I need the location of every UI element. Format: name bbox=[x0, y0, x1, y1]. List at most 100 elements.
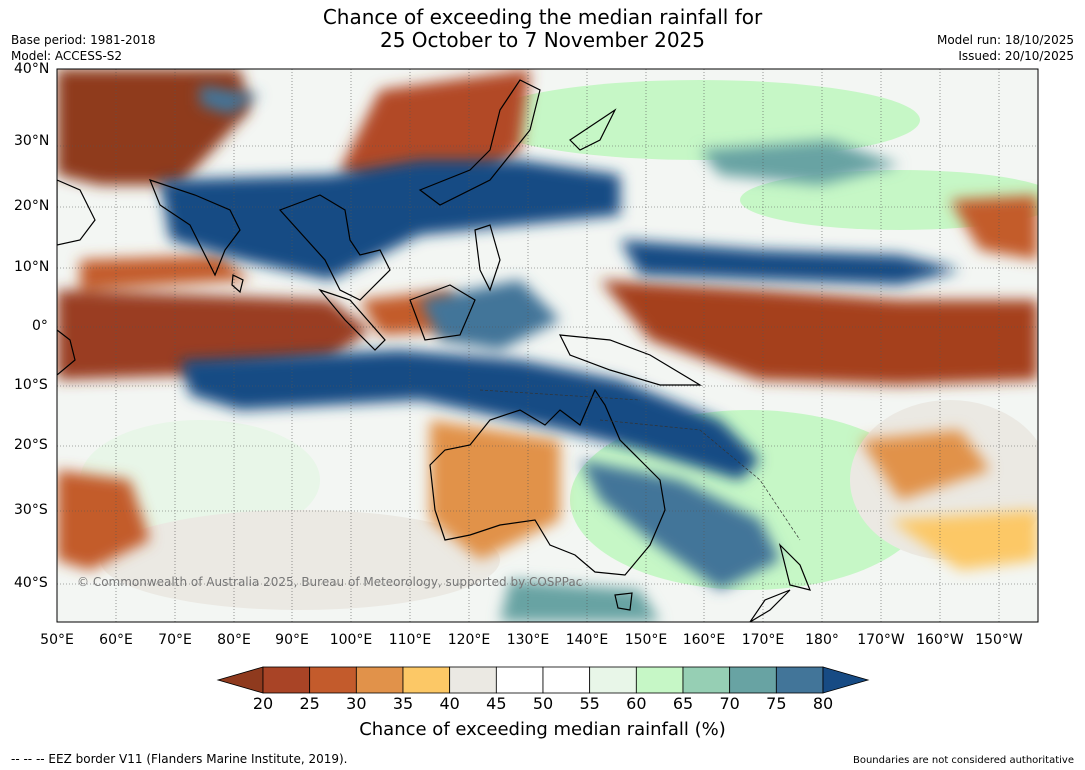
lon-label: 160°W bbox=[916, 632, 964, 648]
dry-region bbox=[57, 470, 150, 570]
colorbar-segment bbox=[729, 666, 777, 694]
lon-label: 90°E bbox=[275, 632, 309, 648]
india-coastline bbox=[148, 179, 241, 277]
australia-coastline bbox=[429, 388, 666, 576]
dry-region bbox=[80, 255, 250, 290]
colorbar-segment bbox=[262, 666, 311, 694]
colorbar-tick-label: 70 bbox=[719, 694, 740, 713]
japan-coastline bbox=[569, 108, 617, 151]
colorbar-segment bbox=[355, 666, 404, 694]
wet-region bbox=[500, 580, 660, 622]
colorbar-segment bbox=[775, 666, 824, 694]
coastlines bbox=[57, 79, 811, 622]
colorbar-extend-low bbox=[216, 666, 264, 694]
arabia-coastline bbox=[57, 179, 96, 246]
lon-label: 50°E bbox=[40, 632, 74, 648]
probability-patch bbox=[480, 80, 920, 160]
colorbar-tick-label: 80 bbox=[812, 694, 834, 713]
colorbar-tick-label: 60 bbox=[626, 694, 647, 713]
colorbar-segment bbox=[635, 666, 684, 694]
meta-left: Base period: 1981-2018 Model: ACCESS-S2 bbox=[11, 32, 156, 64]
model-run-text: Model run: 18/10/2025 bbox=[936, 33, 1074, 47]
africa-coastline bbox=[57, 329, 76, 376]
tasmania-coastline bbox=[614, 592, 633, 611]
colorbar-tick-label: 35 bbox=[392, 694, 414, 713]
colorbar-tick-label: 50 bbox=[532, 694, 554, 713]
lon-label: 60°E bbox=[99, 632, 133, 648]
china-coastline bbox=[418, 79, 541, 206]
map-title-line1: Chance of exceeding the median rainfall … bbox=[322, 5, 763, 29]
boundaries-disclaimer: Boundaries are not considered authoritat… bbox=[852, 755, 1074, 766]
wet-region bbox=[620, 240, 960, 285]
wet-region bbox=[700, 140, 900, 185]
base-period-text: Base period: 1981-2018 bbox=[11, 33, 156, 47]
new-guinea-coastline bbox=[558, 334, 703, 386]
sumatra-coastline bbox=[318, 288, 386, 351]
dry-region bbox=[890, 510, 1038, 570]
colorbar-segment bbox=[449, 666, 497, 694]
lon-label: 170°W bbox=[857, 632, 905, 648]
colorbar-segment bbox=[495, 666, 544, 694]
colorbar-tick-label: 30 bbox=[346, 694, 367, 713]
wet-region bbox=[580, 460, 780, 590]
lon-label: 160°E bbox=[682, 632, 726, 648]
lat-label: 10°S bbox=[14, 377, 48, 393]
colorbar-tick-label: 25 bbox=[299, 694, 320, 713]
eez-legend-text: -- -- -- EEZ border V11 (Flanders Marine… bbox=[11, 752, 348, 766]
borneo-coastline bbox=[409, 284, 476, 341]
lon-label: 130°E bbox=[506, 632, 550, 648]
colorbar-segment bbox=[309, 666, 357, 694]
colorbar-title: Chance of exceeding median rainfall (%) bbox=[359, 719, 726, 740]
dry-region bbox=[860, 430, 990, 500]
lon-label: 100°E bbox=[329, 632, 373, 648]
meta-right: Model run: 18/10/2025 Issued: 20/10/2025 bbox=[937, 32, 1074, 64]
lon-label: 80°E bbox=[217, 632, 251, 648]
lat-label: 40°S bbox=[14, 575, 48, 591]
new-zealand-coastline bbox=[749, 543, 811, 622]
colorbar-tick-label: 65 bbox=[672, 694, 694, 713]
copyright-text: © Commonwealth of Australia 2025, Bureau… bbox=[77, 575, 583, 589]
lat-label: 20°N bbox=[14, 198, 50, 214]
eez-borders bbox=[479, 389, 801, 541]
graticule bbox=[57, 69, 1038, 622]
map-frame bbox=[56, 68, 1039, 623]
colorbar-tick-label: 75 bbox=[766, 694, 787, 713]
colorbar-tick-label: 20 bbox=[252, 694, 274, 713]
wet-region bbox=[420, 280, 560, 350]
colorbar-tick-label: 55 bbox=[579, 694, 600, 713]
lat-label: 0° bbox=[32, 318, 48, 334]
lon-label: 180° bbox=[805, 632, 839, 648]
colorbar-tick-label: 40 bbox=[439, 694, 460, 713]
dry-region bbox=[430, 420, 560, 560]
probability-patch bbox=[100, 510, 500, 610]
colorbar-segment bbox=[682, 666, 731, 694]
lon-label: 150°W bbox=[975, 632, 1023, 648]
wet-region bbox=[180, 350, 760, 480]
philippines-coastline bbox=[474, 224, 501, 292]
issued-text: Issued: 20/10/2025 bbox=[958, 49, 1074, 63]
southeast-asia-coastline bbox=[278, 194, 391, 301]
lat-label: 30°N bbox=[14, 133, 50, 149]
dry-region bbox=[950, 195, 1038, 260]
dry-region bbox=[600, 280, 1038, 385]
probability-field bbox=[57, 69, 1038, 622]
wet-region bbox=[200, 85, 260, 115]
colorbar-segment bbox=[589, 666, 637, 694]
model-text: Model: ACCESS-S2 bbox=[11, 49, 123, 63]
colorbar-extend-high bbox=[822, 666, 870, 694]
lat-label: 40°N bbox=[14, 61, 50, 77]
lat-label: 10°N bbox=[14, 259, 50, 275]
lon-label: 140°E bbox=[565, 632, 609, 648]
sri-lanka-coastline bbox=[231, 274, 244, 294]
lat-label: 20°S bbox=[14, 437, 48, 453]
lat-label: 30°S bbox=[14, 502, 48, 518]
wet-region bbox=[160, 160, 620, 280]
map-title-line2: 25 October to 7 November 2025 bbox=[379, 28, 706, 52]
colorbar bbox=[216, 666, 870, 694]
lon-label: 120°E bbox=[447, 632, 491, 648]
lon-label: 170°E bbox=[741, 632, 785, 648]
colorbar-tick-label: 45 bbox=[486, 694, 507, 713]
colorbar-segment bbox=[542, 666, 591, 694]
colorbar-segment bbox=[402, 666, 451, 694]
